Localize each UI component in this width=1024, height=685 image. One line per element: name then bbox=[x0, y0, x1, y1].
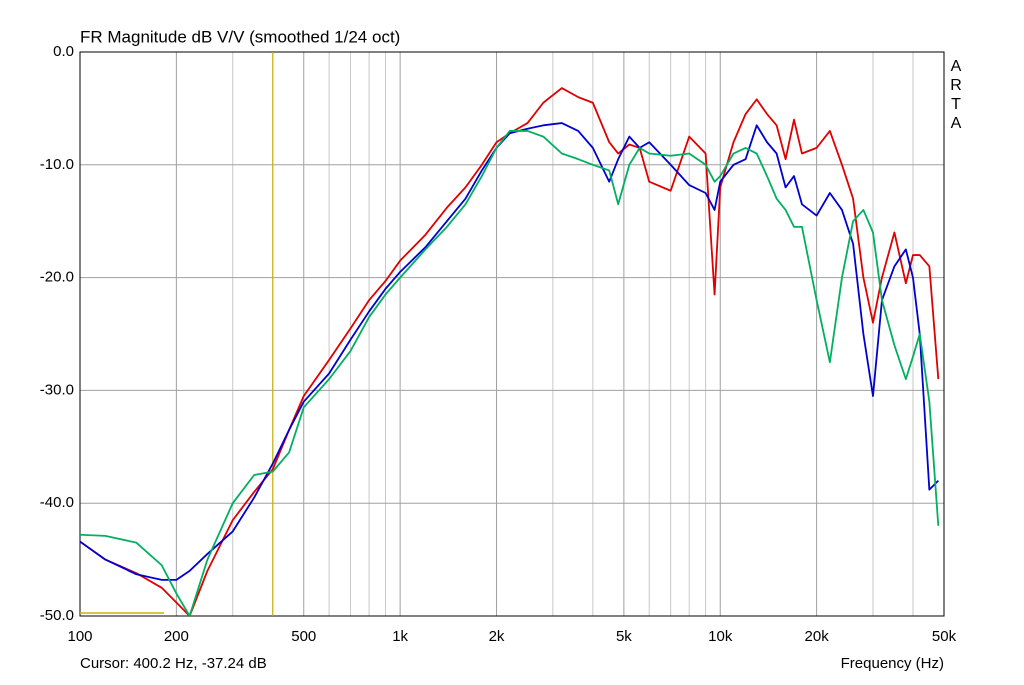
watermark: ARTA bbox=[948, 58, 965, 134]
x-axis-label: Frequency (Hz) bbox=[841, 655, 944, 672]
chart-title: FR Magnitude dB V/V (smoothed 1/24 oct) bbox=[80, 27, 400, 46]
x-tick-label: 5k bbox=[616, 628, 632, 645]
x-tick-label: 10k bbox=[708, 628, 733, 645]
series-line bbox=[79, 122, 939, 581]
x-tick-label: 500 bbox=[291, 628, 316, 645]
x-tick-label: 100 bbox=[67, 628, 92, 645]
y-tick-label: -10.0 bbox=[40, 156, 74, 173]
x-tick-label: 200 bbox=[164, 628, 189, 645]
y-tick-label: -20.0 bbox=[40, 269, 74, 286]
x-tick-label: 50k bbox=[932, 628, 957, 645]
series-line bbox=[79, 130, 940, 617]
x-tick-label: 1k bbox=[392, 628, 408, 645]
y-tick-label: -40.0 bbox=[40, 494, 74, 511]
plot-frame bbox=[79, 51, 945, 617]
x-tick-label: 20k bbox=[805, 628, 830, 645]
x-tick-label: 2k bbox=[489, 628, 505, 645]
y-tick-label: 0.0 bbox=[53, 43, 74, 60]
cursor-readout: Cursor: 400.2 Hz, -37.24 dB bbox=[80, 655, 267, 672]
y-tick-label: -30.0 bbox=[40, 381, 74, 398]
y-tick-label: -50.0 bbox=[40, 607, 74, 624]
